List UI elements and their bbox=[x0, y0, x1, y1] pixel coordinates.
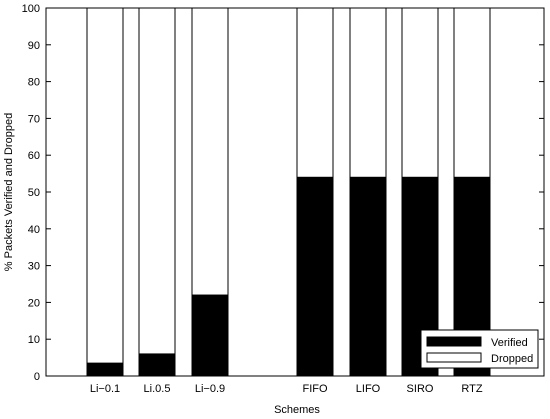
x-axis-label: Schemes bbox=[274, 404, 320, 416]
y-tick-label: 100 bbox=[22, 3, 40, 15]
y-tick-label: 20 bbox=[28, 297, 40, 309]
x-tick-label: RTZ bbox=[461, 383, 482, 395]
x-tick-label: FIFO bbox=[302, 383, 327, 395]
x-tick-label: LIFO bbox=[356, 383, 381, 395]
y-tick-label: 60 bbox=[28, 150, 40, 162]
bars-layer bbox=[86, 7, 491, 377]
y-tick-label: 10 bbox=[28, 334, 40, 346]
bar-dropped-4 bbox=[296, 7, 334, 178]
axes-layer: 0 10 20 30 40 50 60 70 80 90 100 Li−0.1 Li.0.5 Li−0.9… bbox=[22, 3, 545, 395]
y-axis-label: % Packets Verified and Dropped bbox=[3, 113, 15, 271]
bar-verified-5 bbox=[349, 176, 387, 377]
bar-dropped-2 bbox=[138, 7, 176, 355]
legend-label-verified: Verified bbox=[491, 337, 528, 349]
x-tick-label: SIRO bbox=[407, 383, 434, 395]
bar-dropped-1 bbox=[86, 7, 124, 364]
legend-swatch-dropped bbox=[426, 352, 482, 363]
y-tick-label: 50 bbox=[28, 187, 40, 199]
y-tick-label: 40 bbox=[28, 224, 40, 236]
bar-dropped-3 bbox=[191, 7, 229, 296]
bar-dropped-7 bbox=[453, 7, 491, 178]
y-tick-label: 0 bbox=[34, 371, 40, 383]
y-tick-label: 70 bbox=[28, 113, 40, 125]
y-tick-label: 80 bbox=[28, 77, 40, 89]
legend-label-dropped: Dropped bbox=[491, 353, 533, 365]
legend: Verified Dropped bbox=[420, 329, 539, 369]
bar-dropped-5 bbox=[349, 7, 387, 178]
y-tick-label: 30 bbox=[28, 261, 40, 273]
x-tick-label: Li−0.1 bbox=[90, 383, 120, 395]
legend-swatch-verified bbox=[426, 336, 482, 347]
bar-verified-4 bbox=[296, 176, 334, 377]
bar-verified-3 bbox=[191, 294, 229, 377]
x-tick-label: Li.0.5 bbox=[144, 383, 171, 395]
y-tick-label: 90 bbox=[28, 40, 40, 52]
bar-dropped-6 bbox=[401, 7, 439, 178]
x-tick-label: Li−0.9 bbox=[195, 383, 225, 395]
